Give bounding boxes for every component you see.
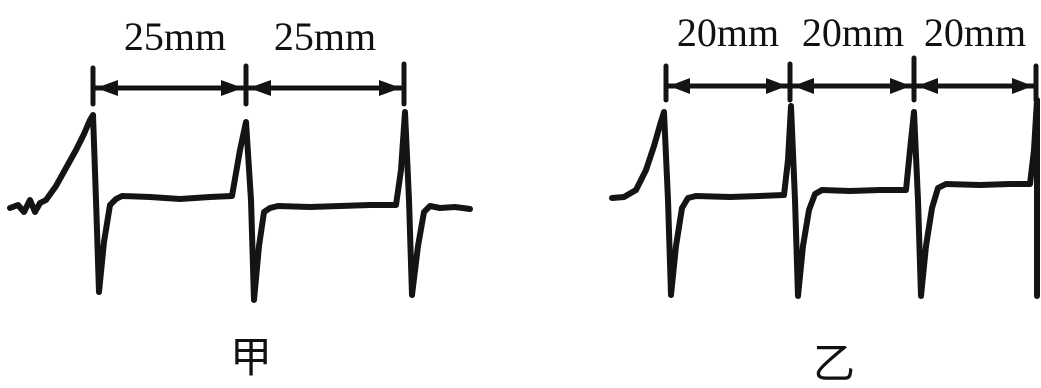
jia-interval-label-1: 25mm: [124, 14, 226, 59]
yi-interval-label-1: 20mm: [677, 10, 779, 55]
yi-arrowhead-3: [793, 78, 814, 94]
jia-arrowhead-2: [221, 80, 243, 96]
yi-arrowhead-5: [917, 78, 938, 94]
panel-yi: 20mm 20mm 20mm 乙: [609, 10, 1040, 388]
yi-arrowhead-4: [890, 78, 911, 94]
jia-interval-label-2: 25mm: [274, 14, 376, 59]
jia-arrowhead-1: [96, 80, 118, 96]
panel-jia: 25mm 25mm 甲: [7, 14, 473, 382]
yi-arrowhead-1: [669, 78, 690, 94]
jia-arrowhead-4: [379, 80, 401, 96]
yi-interval-label-3: 20mm: [924, 10, 1026, 55]
jia-ecg-trace: [7, 109, 473, 303]
jia-panel-caption: 甲: [230, 333, 272, 382]
jia-arrowhead-3: [249, 80, 271, 96]
yi-ecg-trace: [609, 97, 1040, 299]
yi-panel-caption: 乙: [813, 339, 855, 388]
yi-arrowhead-2: [766, 78, 787, 94]
yi-arrowhead-6: [1012, 78, 1033, 94]
yi-interval-label-2: 20mm: [802, 10, 904, 55]
